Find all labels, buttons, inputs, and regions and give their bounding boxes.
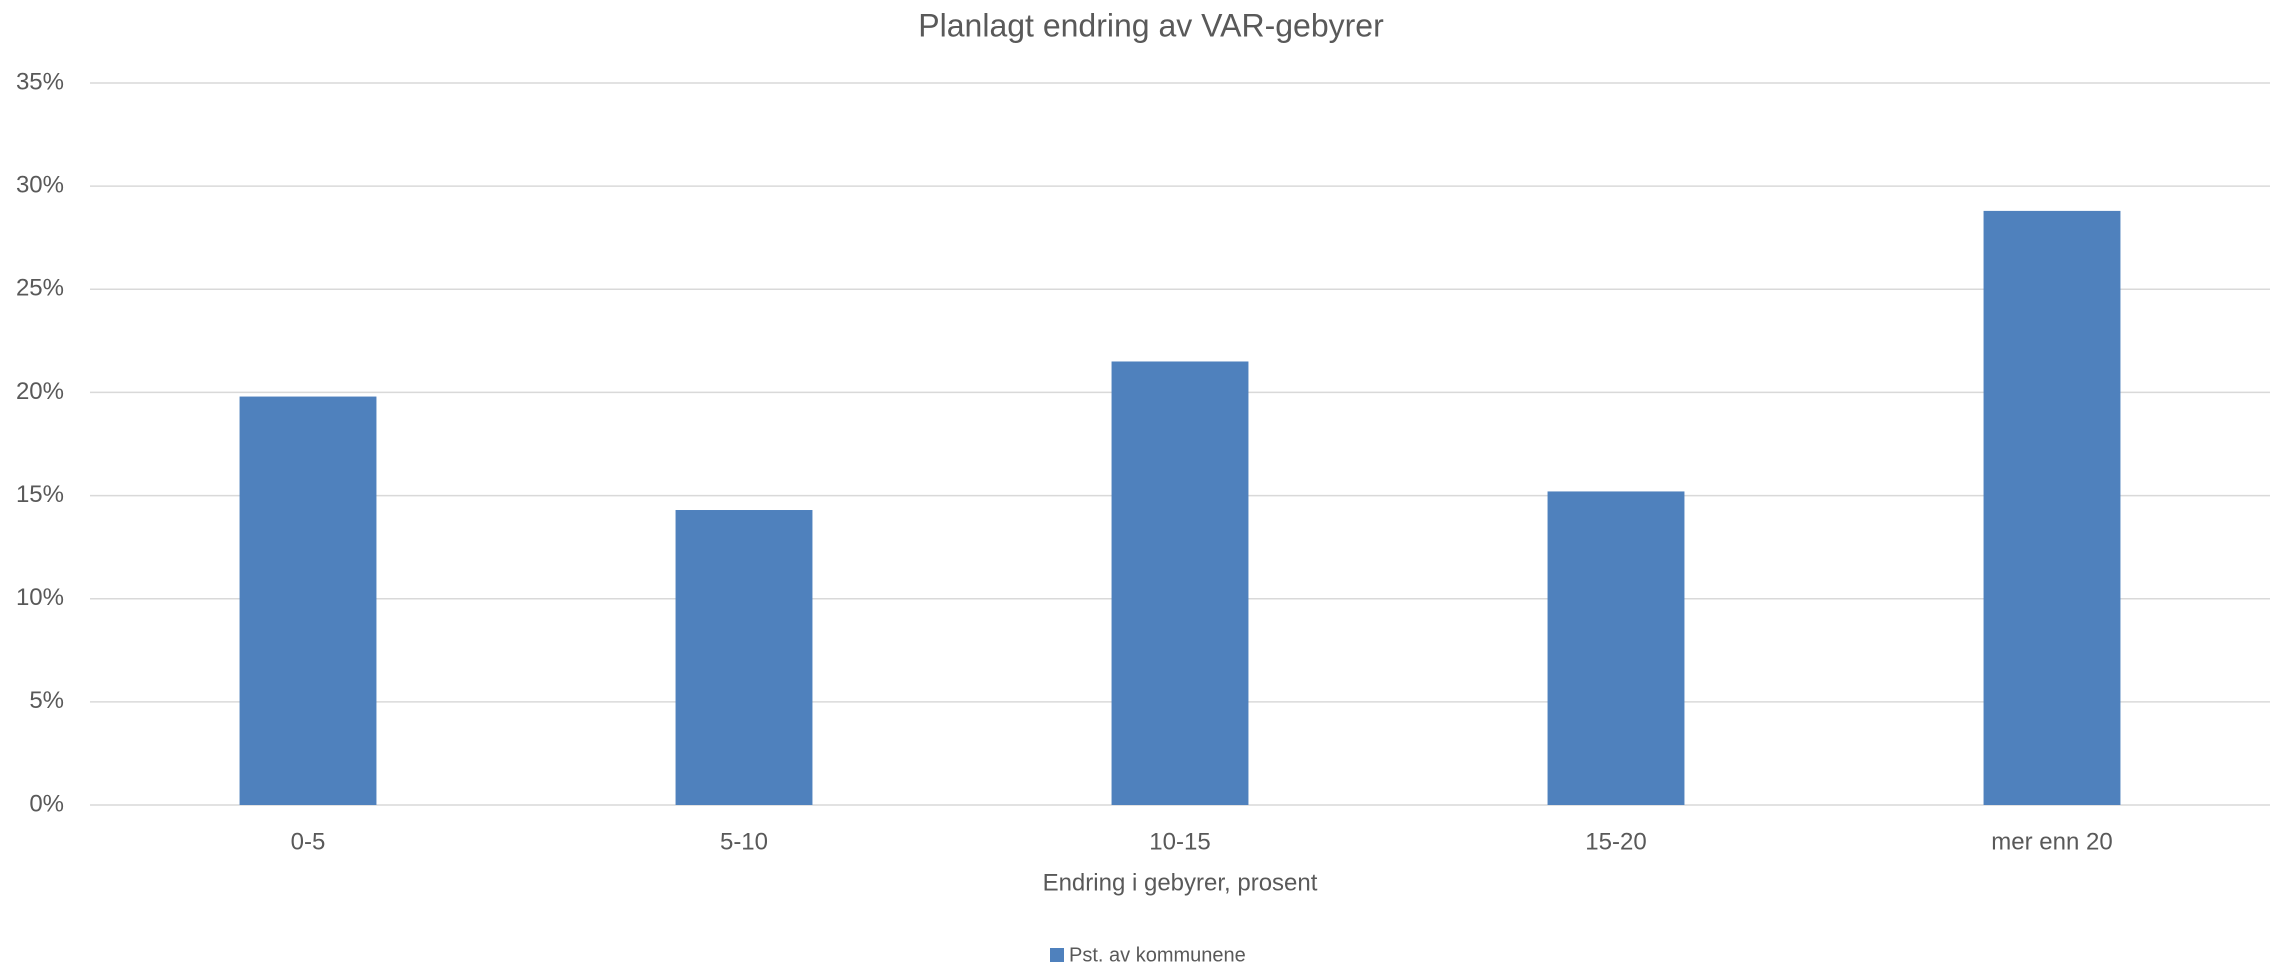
x-axis-label: Endring i gebyrer, prosent — [1043, 869, 1318, 896]
y-tick-label: 10% — [16, 584, 64, 611]
x-tick-label: 10-15 — [1149, 828, 1210, 855]
bar — [1983, 210, 2121, 805]
y-tick-label: 25% — [16, 275, 64, 302]
y-tick-label: 0% — [29, 790, 64, 817]
bar — [1111, 361, 1249, 805]
legend-label: Pst. av kommunene — [1069, 944, 1246, 966]
bar — [1547, 491, 1685, 805]
x-tick-label: 5-10 — [720, 828, 768, 855]
y-tick-label: 5% — [29, 687, 64, 714]
y-tick-label: 30% — [16, 171, 64, 198]
chart-title: Planlagt endring av VAR-gebyrer — [918, 7, 1384, 43]
x-tick-label: mer enn 20 — [1991, 828, 2112, 855]
bar — [675, 510, 813, 805]
y-tick-label: 15% — [16, 481, 64, 508]
bar — [239, 396, 377, 805]
legend-swatch — [1050, 948, 1064, 962]
x-tick-label: 0-5 — [291, 828, 326, 855]
x-tick-label: 15-20 — [1585, 828, 1646, 855]
y-tick-label: 20% — [16, 378, 64, 405]
y-tick-label: 35% — [16, 68, 64, 95]
